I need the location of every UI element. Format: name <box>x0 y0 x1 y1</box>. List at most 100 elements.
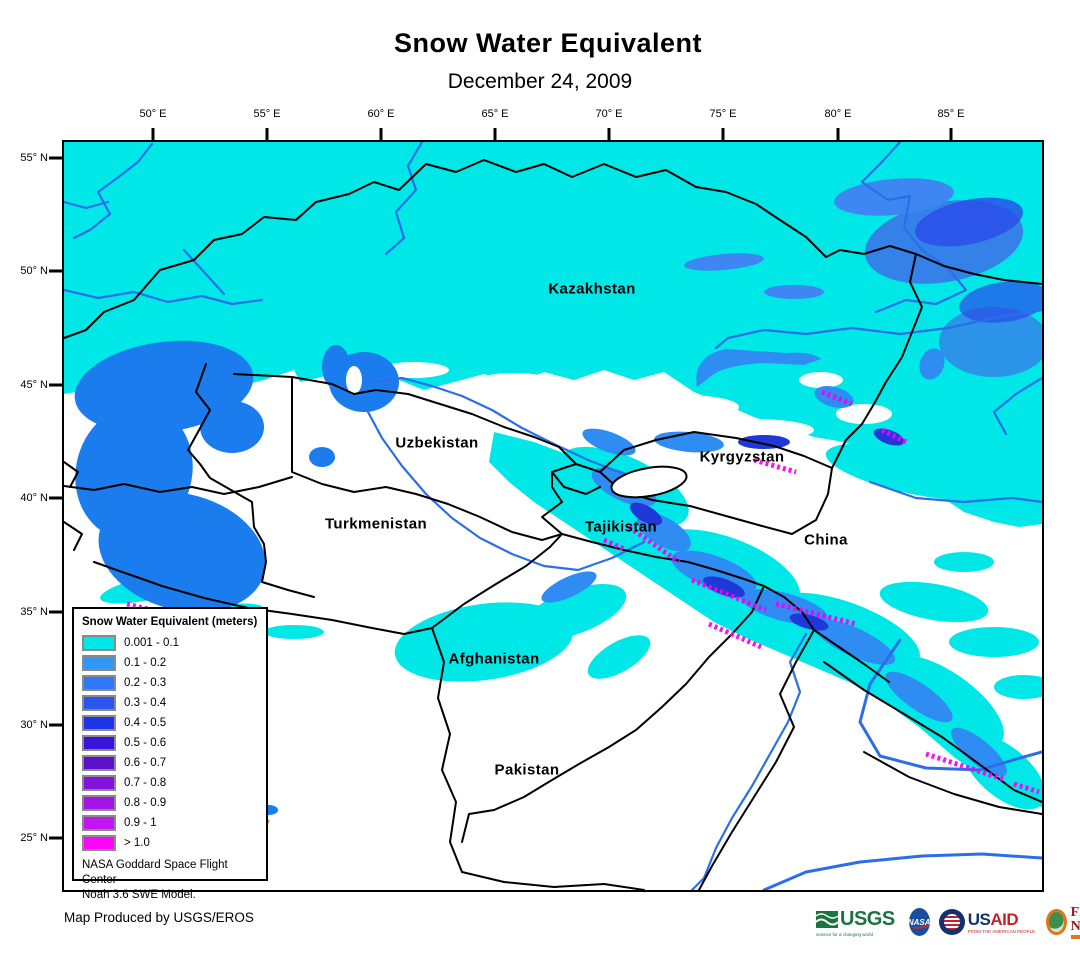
legend-label: 0.5 - 0.6 <box>124 737 167 749</box>
border-iran-north <box>93 561 433 635</box>
lon-tick-mark <box>607 128 611 140</box>
page-subtitle: December 24, 2009 <box>447 70 633 93</box>
border-himalaya-north <box>823 661 1042 803</box>
borders-layer <box>64 159 1042 890</box>
fewsnet-logo: FEWS NET <box>1046 905 1080 939</box>
legend-swatch <box>82 755 116 771</box>
country-label-afghanistan: Afghanistan <box>448 650 540 668</box>
lon-tick-mark <box>721 128 725 140</box>
lon-tick-mark <box>151 128 155 140</box>
lat-tick-label: 35° N <box>20 606 48 618</box>
legend-label: > 1.0 <box>124 837 150 849</box>
usgs-tagline: science for a changing world <box>816 931 874 937</box>
lake-balkhash <box>696 349 821 387</box>
border-afghan-west <box>431 627 463 873</box>
country-label-tajikistan: Tajikistan <box>584 518 658 536</box>
lat-tick-label: 30° N <box>20 719 48 731</box>
border-caspian-crossing <box>187 363 315 598</box>
lon-tick-mark <box>836 128 840 140</box>
legend-row: 0.5 - 0.6 <box>82 735 258 751</box>
fergana-valley <box>610 465 688 499</box>
lon-tick-label: 50° E <box>139 108 167 120</box>
border-pakistan-india <box>698 585 815 890</box>
legend-row: 0.4 - 0.5 <box>82 715 258 731</box>
legend-note-line1: NASA Goddard Space Flight Center <box>82 859 228 886</box>
legend-swatch <box>82 775 116 791</box>
legend-label: 0.6 - 0.7 <box>124 757 167 769</box>
legend-label: 0.3 - 0.4 <box>124 697 167 709</box>
border-kashmir <box>813 629 890 683</box>
usaid-tagline: FROM THE AMERICAN PEOPLE <box>967 928 1036 934</box>
border-kazakhstan-china <box>831 253 923 469</box>
border-afghan-north <box>431 533 563 629</box>
border-kyrgyzstan-north <box>599 431 833 473</box>
lat-tick-mark <box>49 610 62 614</box>
logo-strip: USGS science for a changing world NASA U… <box>816 901 1080 943</box>
usaid-emblem-icon <box>938 909 965 935</box>
legend-label: 0.9 - 1 <box>124 817 157 829</box>
legend-row: 0.9 - 1 <box>82 815 258 831</box>
country-label-china: China <box>804 531 848 549</box>
lat-tick-mark <box>49 723 62 727</box>
legend-swatch <box>82 815 116 831</box>
border-kazakhstan-north <box>64 159 1042 339</box>
legend-note-line2: Noah 3.6 SWE Model. <box>82 889 196 901</box>
lat-tick-mark <box>49 836 62 840</box>
border-caucasus-edge <box>64 461 83 551</box>
legend-swatch <box>82 715 116 731</box>
legend-swatch <box>82 795 116 811</box>
rivers-layer <box>64 142 1042 890</box>
legend-label: 0.4 - 0.5 <box>124 717 167 729</box>
legend-label: 0.001 - 0.1 <box>124 637 179 649</box>
usgs-wordmark: USGS <box>840 907 895 930</box>
legend-label: 0.7 - 0.8 <box>124 777 167 789</box>
border-uzbek-kazakh <box>233 373 535 495</box>
lat-tick-label: 50° N <box>20 265 48 277</box>
map-credit: Map Produced by USGS/EROS <box>64 910 254 925</box>
aral-sea <box>322 345 399 412</box>
lon-tick-mark <box>265 128 269 140</box>
small-lake <box>919 348 945 380</box>
usaid-logo: USAID FROM THE AMERICAN PEOPLE <box>938 909 1036 935</box>
legend-row: 0.8 - 0.9 <box>82 795 258 811</box>
usgs-wave-icon <box>816 910 838 928</box>
country-label-kyrgyzstan: Kyrgyzstan <box>699 448 785 466</box>
lat-tick-label: 25° N <box>20 832 48 844</box>
map-frame: Kazakhstan Uzbekistan Kyrgyzstan Turkmen… <box>62 140 1044 892</box>
lat-tick-label: 40° N <box>20 492 48 504</box>
lat-tick-mark <box>49 156 62 160</box>
water-bodies-layer <box>74 340 945 815</box>
legend-note: NASA Goddard Space Flight Center Noah 3.… <box>82 858 258 903</box>
map-legend: Snow Water Equivalent (meters) 0.001 - 0… <box>72 607 268 901</box>
border-uzbek-turkmen <box>415 493 563 541</box>
country-label-uzbekistan: Uzbekistan <box>395 434 479 452</box>
legend-label: 0.2 - 0.3 <box>124 677 167 689</box>
usgs-logo: USGS science for a changing world <box>816 908 895 937</box>
lat-tick-label: 45° N <box>20 379 48 391</box>
country-label-turkmenistan: Turkmenistan <box>324 515 428 533</box>
legend-row: 0.3 - 0.4 <box>82 695 258 711</box>
lon-tick-label: 60° E <box>367 108 395 120</box>
legend-swatch <box>82 695 116 711</box>
lat-tick-label: 55° N <box>20 152 48 164</box>
legend-row: 0.2 - 0.3 <box>82 675 258 691</box>
legend-swatch <box>82 835 116 851</box>
map-canvas <box>64 142 1042 890</box>
usaid-wordmark-aid: AID <box>990 909 1019 929</box>
legend-swatch <box>82 655 116 671</box>
legend-row: 0.001 - 0.1 <box>82 635 258 651</box>
lon-tick-label: 65° E <box>481 108 509 120</box>
lon-tick-label: 75° E <box>709 108 737 120</box>
legend-swatch <box>82 675 116 691</box>
border-turkmen-kazakh-caspian <box>64 476 293 495</box>
border-nepal-south <box>863 751 1042 815</box>
lon-tick-mark <box>493 128 497 140</box>
legend-row: 0.7 - 0.8 <box>82 775 258 791</box>
lon-tick-label: 85° E <box>937 108 965 120</box>
lon-tick-mark <box>379 128 383 140</box>
border-fergana <box>533 436 601 495</box>
legend-row: 0.6 - 0.7 <box>82 755 258 771</box>
legend-swatch <box>82 635 116 651</box>
country-label-pakistan: Pakistan <box>494 761 560 779</box>
